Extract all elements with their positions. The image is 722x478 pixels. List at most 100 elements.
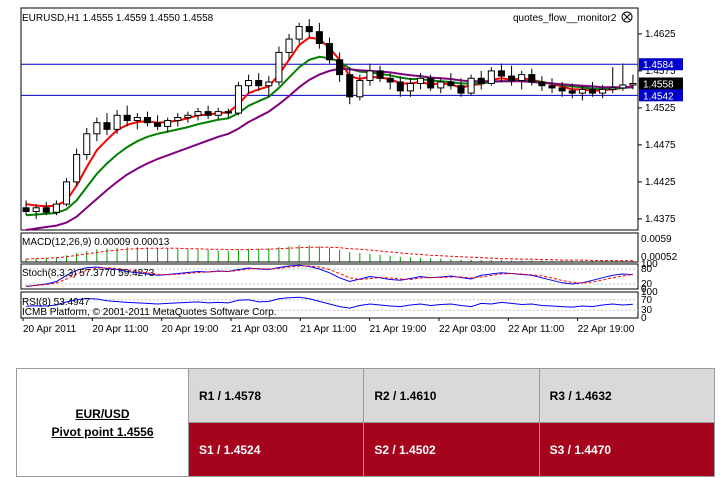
candle-body bbox=[487, 70, 495, 84]
candle-body bbox=[133, 117, 141, 121]
candle-body bbox=[477, 77, 485, 84]
candle-body bbox=[42, 207, 50, 213]
r2-cell: R2 / 1.4610 bbox=[363, 368, 540, 423]
candle-body bbox=[336, 59, 344, 76]
rsi-line bbox=[26, 296, 633, 309]
support-row: S1 / 1.4524 S2 / 1.4502 S3 / 1.4470 bbox=[17, 422, 716, 477]
candle-11 bbox=[133, 113, 141, 130]
candle-48 bbox=[508, 65, 516, 86]
candle-13 bbox=[154, 115, 162, 131]
candle-5 bbox=[73, 148, 81, 186]
candle-28 bbox=[305, 19, 313, 38]
candle-7 bbox=[93, 117, 101, 142]
candle-body bbox=[508, 75, 516, 82]
price-label-text: 1.4584 bbox=[643, 60, 674, 71]
candle-body bbox=[599, 88, 607, 94]
candle-15 bbox=[174, 113, 182, 127]
candle-3 bbox=[52, 200, 60, 216]
candle-18 bbox=[204, 105, 212, 119]
rsi-y-label-1: 70 bbox=[641, 295, 653, 306]
candle-53 bbox=[558, 82, 566, 97]
candle-body bbox=[538, 81, 546, 87]
stoch-signal-line bbox=[26, 265, 633, 287]
candle-body bbox=[305, 26, 313, 33]
close-icon[interactable] bbox=[621, 11, 633, 23]
candle-36 bbox=[386, 73, 394, 90]
y-tick-label-5: 1.4375 bbox=[645, 214, 676, 225]
candle-body bbox=[143, 117, 151, 124]
s2-cell: S2 / 1.4502 bbox=[363, 422, 540, 477]
x-tick-label-7: 22 Apr 11:00 bbox=[508, 324, 564, 335]
candle-body bbox=[194, 111, 202, 116]
r1-cell: R1 / 1.4578 bbox=[187, 368, 365, 423]
price-chart: 1.4625 1.4575 1.4525 1.4475 1.4425 1.4375 1.45… bbox=[18, 4, 722, 346]
candle-body bbox=[103, 122, 111, 130]
candle-body bbox=[295, 26, 303, 40]
candle-56 bbox=[588, 82, 597, 97]
candle-51 bbox=[538, 76, 546, 91]
candle-29 bbox=[315, 22, 323, 49]
pivot-table: EUR/USD Pivot point 1.4556 R1 / 1.4578 R… bbox=[16, 368, 716, 477]
candle-body bbox=[427, 77, 435, 89]
x-tick-label-6: 22 Apr 03:00 bbox=[439, 324, 496, 335]
candle-body bbox=[497, 70, 505, 77]
candle-22 bbox=[245, 74, 253, 94]
macd-signal-line bbox=[26, 246, 633, 262]
candle-20 bbox=[224, 108, 232, 118]
candle-41 bbox=[437, 77, 445, 94]
candle-24 bbox=[265, 76, 273, 97]
rsi-y-label-3: 0 bbox=[641, 313, 647, 324]
r3-cell: R3 / 1.4632 bbox=[538, 368, 716, 423]
stoch-y-label-2: 20 bbox=[641, 279, 653, 290]
candle-43 bbox=[457, 78, 465, 97]
candle-38 bbox=[406, 78, 414, 97]
candle-body bbox=[62, 181, 71, 205]
candle-body bbox=[83, 133, 91, 156]
candle-body bbox=[356, 80, 364, 98]
candle-0 bbox=[22, 200, 30, 216]
macd-panel: 0.0059 0.00052 bbox=[20, 232, 678, 263]
stoch-label: Stoch(8,3,3) 57.3770 59.4273 bbox=[22, 268, 155, 279]
candle-58 bbox=[609, 67, 617, 94]
candle-body bbox=[93, 122, 101, 135]
pair-label: EUR/USD bbox=[75, 406, 130, 421]
x-tick-label-5: 21 Apr 19:00 bbox=[370, 324, 427, 335]
candle-57 bbox=[599, 84, 607, 99]
candle-body bbox=[164, 119, 172, 127]
x-tick-label-2: 20 Apr 19:00 bbox=[162, 324, 219, 335]
candle-16 bbox=[184, 111, 192, 123]
candle-body bbox=[578, 88, 586, 94]
price-label-bg bbox=[639, 89, 683, 102]
x-tick-label-1: 20 Apr 11:00 bbox=[92, 324, 148, 335]
rsi-y-label-2: 30 bbox=[641, 305, 653, 316]
candle-54 bbox=[568, 83, 576, 99]
candle-body bbox=[123, 114, 131, 121]
stoch-y-label-1: 80 bbox=[641, 264, 653, 275]
price-label-bg bbox=[639, 77, 683, 90]
price-label-text: 1.4558 bbox=[643, 79, 674, 90]
x-tick-label-8: 22 Apr 19:00 bbox=[578, 324, 635, 335]
candle-body bbox=[558, 87, 566, 92]
main-panel: 1.4625 1.4575 1.4525 1.4475 1.4425 1.4375 1.45… bbox=[20, 7, 683, 231]
candle-14 bbox=[164, 117, 172, 133]
candle-30 bbox=[325, 37, 334, 64]
candle-39 bbox=[416, 73, 425, 90]
candle-4 bbox=[62, 178, 71, 207]
candle-6 bbox=[83, 127, 91, 160]
candle-34 bbox=[366, 63, 374, 86]
candle-body bbox=[619, 84, 627, 89]
candle-body bbox=[568, 90, 576, 94]
candle-23 bbox=[255, 73, 263, 91]
candle-body bbox=[32, 207, 40, 213]
y-tick-label-1: 1.4575 bbox=[645, 66, 676, 77]
candle-body bbox=[234, 85, 243, 114]
candle-body bbox=[245, 80, 253, 87]
rsi-label: RSI(8) 53.4947 bbox=[22, 297, 90, 308]
candle-body bbox=[518, 74, 526, 82]
candle-body bbox=[325, 43, 334, 61]
rsi-y-label-0: 100 bbox=[641, 287, 658, 298]
pivot-label: Pivot point 1.4556 bbox=[51, 424, 154, 439]
y-tick-label-2: 1.4525 bbox=[645, 103, 676, 114]
